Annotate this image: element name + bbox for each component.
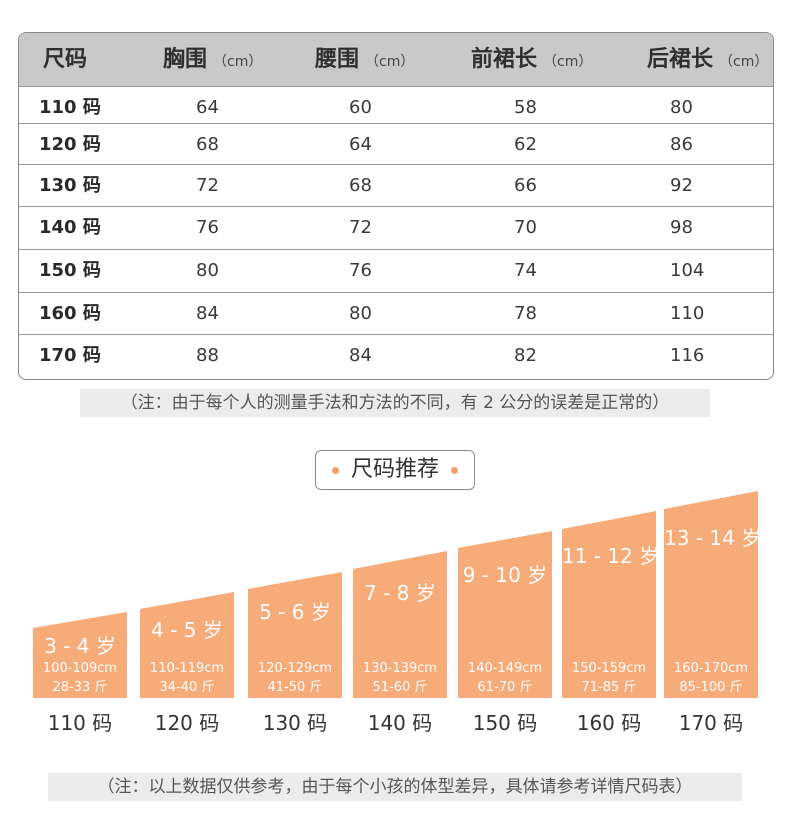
- back-length-cell: 110: [670, 303, 705, 324]
- back-length-cell: 104: [670, 260, 705, 281]
- weight-range: 28-33 斤: [52, 680, 108, 695]
- dot-icon: [451, 466, 458, 474]
- front-length-cell: 74: [514, 260, 537, 281]
- size-table: 尺码 胸围 （cm） 腰围 （cm） 前裙长 （cm） 后裙长 （cm） 110 码 6…: [18, 32, 774, 380]
- back-length-cell: 80: [670, 97, 693, 118]
- front-length-cell: 62: [514, 134, 537, 155]
- bar-label-group: 7 - 8 岁 130-139cm 51-60 斤: [353, 577, 447, 697]
- height-range: 140-149cm: [467, 661, 543, 676]
- bar-label-group: 4 - 5 岁 110-119cm 34-40 斤: [140, 614, 234, 697]
- recommend-title: 尺码推荐: [315, 450, 475, 490]
- header-waist: 腰围 （cm）: [315, 47, 415, 72]
- table-header: 尺码 胸围 （cm） 腰围 （cm） 前裙长 （cm） 后裙长 （cm）: [19, 33, 773, 86]
- chest-cell: 88: [196, 345, 219, 366]
- weight-range: 51-60 斤: [372, 680, 428, 695]
- age-label: 7 - 8 岁: [364, 581, 436, 605]
- weight-range: 71-85 斤: [581, 680, 637, 695]
- weight-range: 85-100 斤: [679, 680, 743, 695]
- height-range: 100-109cm: [42, 661, 118, 676]
- waist-cell: 72: [349, 217, 372, 238]
- waist-cell: 76: [349, 260, 372, 281]
- height-range: 120-129cm: [257, 661, 333, 676]
- age-label: 9 - 10 岁: [462, 563, 548, 587]
- chest-cell: 84: [196, 303, 219, 324]
- measurement-note: （注：由于每个人的测量手法和方法的不同，有 2 公分的误差是正常的）: [80, 389, 710, 417]
- table-row: 170 码 88 84 82 116: [19, 334, 773, 376]
- waist-cell: 64: [349, 134, 372, 155]
- height-range: 130-139cm: [362, 661, 438, 676]
- size-cell: 150 码: [39, 260, 101, 281]
- dot-icon: [331, 466, 339, 474]
- bar-label-group: 9 - 10 岁 140-149cm 61-70 斤: [458, 559, 552, 697]
- age-bar-3-4: [33, 612, 127, 698]
- table-row: 150 码 80 76 74 104: [19, 249, 773, 291]
- age-bar-5-6: [248, 572, 342, 698]
- front-length-cell: 82: [514, 345, 537, 366]
- size-label: 150 码: [472, 711, 538, 735]
- bar-label-group: 3 - 4 岁 100-109cm 28-33 斤: [33, 630, 127, 697]
- front-length-cell: 66: [514, 175, 537, 196]
- size-label: 120 码: [154, 711, 220, 735]
- chest-cell: 80: [196, 260, 219, 281]
- table-row: 110 码 64 60 58 80: [19, 86, 773, 128]
- height-range: 160-170cm: [673, 661, 749, 676]
- table-row: 130 码 72 68 66 92: [19, 164, 773, 206]
- size-cell: 160 码: [39, 303, 101, 324]
- back-length-cell: 116: [670, 345, 705, 366]
- waist-cell: 84: [349, 345, 372, 366]
- header-chest: 胸围 （cm）: [163, 47, 263, 72]
- bar-label-group: 5 - 6 岁 120-129cm 41-50 斤: [248, 596, 342, 697]
- size-cell: 130 码: [39, 175, 101, 196]
- size-cell: 140 码: [39, 217, 101, 238]
- front-length-cell: 58: [514, 97, 537, 118]
- size-cell: 120 码: [39, 134, 101, 155]
- table-row: 140 码 76 72 70 98: [19, 206, 773, 248]
- height-range: 110-119cm: [149, 661, 225, 676]
- front-length-cell: 78: [514, 303, 537, 324]
- age-bar-9-10: [458, 531, 552, 698]
- size-label: 140 码: [367, 711, 433, 735]
- size-label: 170 码: [678, 711, 744, 735]
- chest-cell: 76: [196, 217, 219, 238]
- weight-range: 41-50 斤: [267, 680, 323, 695]
- size-label: 110 码: [47, 711, 113, 735]
- header-size: 尺码: [43, 47, 88, 72]
- age-label: 5 - 6 岁: [259, 600, 331, 624]
- back-length-cell: 92: [670, 175, 693, 196]
- age-label: 3 - 4 岁: [44, 634, 116, 658]
- chest-cell: 72: [196, 175, 219, 196]
- bar-label-group: 11 - 12 岁 150-159cm 71-85 斤: [562, 540, 660, 697]
- back-length-cell: 98: [670, 217, 693, 238]
- age-label: 11 - 12 岁: [562, 544, 660, 568]
- front-length-cell: 70: [514, 217, 537, 238]
- back-length-cell: 86: [670, 134, 693, 155]
- header-back-length: 后裙长 （cm）: [647, 47, 769, 72]
- size-cell: 170 码: [39, 345, 101, 366]
- age-label: 13 - 14 岁: [664, 526, 762, 550]
- table-row: 120 码 68 64 62 86: [19, 123, 773, 165]
- waist-cell: 68: [349, 175, 372, 196]
- bar-label-group: 13 - 14 岁 160-170cm 85-100 斤: [664, 522, 762, 697]
- chest-cell: 64: [196, 97, 219, 118]
- waist-cell: 80: [349, 303, 372, 324]
- chest-cell: 68: [196, 134, 219, 155]
- weight-range: 34-40 斤: [159, 680, 215, 695]
- size-label: 160 码: [576, 711, 642, 735]
- size-label: 130 码: [262, 711, 328, 735]
- waist-cell: 60: [349, 97, 372, 118]
- age-bar-11-12: [562, 511, 656, 698]
- height-range: 150-159cm: [571, 661, 647, 676]
- size-cell: 110 码: [39, 97, 101, 118]
- reference-note: （注：以上数据仅供参考，由于每个小孩的体型差异，具体请参考详情尺码表）: [48, 773, 742, 801]
- table-row: 160 码 84 80 78 110: [19, 292, 773, 334]
- age-label: 4 - 5 岁: [151, 618, 223, 642]
- age-bar-7-8: [353, 551, 447, 698]
- age-bar-13-14: [664, 491, 758, 698]
- header-front-length: 前裙长 （cm）: [471, 47, 593, 72]
- age-bar-4-5: [140, 592, 234, 698]
- weight-range: 61-70 斤: [477, 680, 533, 695]
